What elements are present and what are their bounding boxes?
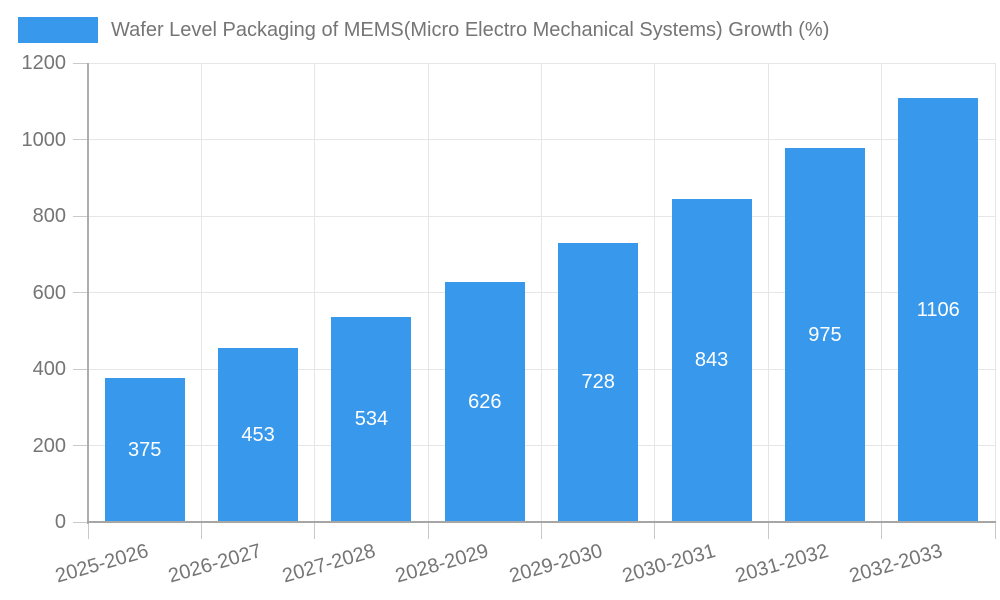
bar-value-label: 453 bbox=[241, 423, 275, 446]
x-axis-tick bbox=[881, 522, 883, 539]
x-tick-label: 2026-2027 bbox=[166, 539, 265, 588]
y-axis-tick bbox=[73, 139, 88, 140]
x-tick-label: 2032-2033 bbox=[846, 539, 945, 588]
gridline-vertical bbox=[200, 63, 202, 521]
x-tick-label: 2029-2030 bbox=[506, 539, 605, 588]
y-axis-tick bbox=[73, 62, 88, 64]
bar[interactable] bbox=[558, 243, 639, 521]
bar[interactable] bbox=[331, 317, 412, 521]
x-axis-tick bbox=[994, 522, 996, 539]
y-tick-label: 200 bbox=[32, 434, 66, 457]
x-axis-tick bbox=[200, 522, 202, 539]
x-axis-tick bbox=[654, 522, 656, 539]
x-tick-label: 2025-2026 bbox=[53, 539, 152, 588]
x-axis-tick bbox=[541, 522, 542, 539]
y-tick-label: 400 bbox=[32, 358, 66, 380]
gridline-vertical bbox=[314, 63, 316, 521]
y-axis-tick bbox=[73, 215, 88, 217]
gridline-vertical bbox=[541, 63, 542, 521]
y-tick-label: 600 bbox=[32, 281, 66, 304]
x-tick-label: 2030-2031 bbox=[619, 539, 718, 588]
legend-label: Wafer Level Packaging of MEMS(Micro Elec… bbox=[111, 18, 830, 41]
y-tick-label: 1200 bbox=[21, 52, 67, 74]
y-tick-label: 0 bbox=[54, 511, 66, 533]
x-tick-label: 2031-2032 bbox=[733, 539, 832, 588]
bar[interactable] bbox=[444, 282, 525, 521]
y-axis-tick bbox=[73, 292, 88, 293]
bar[interactable] bbox=[104, 378, 185, 521]
y-tick-label: 1000 bbox=[21, 128, 67, 151]
bar-value-label: 1106 bbox=[916, 298, 960, 321]
bar[interactable] bbox=[218, 348, 299, 521]
x-axis-tick bbox=[314, 522, 316, 539]
x-axis-tick bbox=[427, 522, 429, 539]
bar[interactable] bbox=[671, 199, 752, 521]
bar-value-label: 534 bbox=[354, 408, 389, 430]
x-tick-label: 2028-2029 bbox=[393, 539, 492, 588]
bar-value-label: 843 bbox=[694, 349, 729, 371]
x-axis-tick bbox=[87, 522, 89, 539]
x-tick-label: 2027-2028 bbox=[279, 539, 378, 588]
legend-swatch bbox=[18, 17, 98, 43]
gridline-vertical bbox=[427, 63, 429, 521]
bar-value-label: 375 bbox=[128, 438, 162, 461]
y-axis-tick bbox=[73, 368, 88, 370]
bar-value-label: 728 bbox=[581, 371, 615, 393]
legend-item[interactable]: Wafer Level Packaging of MEMS(Micro Elec… bbox=[18, 17, 829, 43]
y-tick-label: 800 bbox=[32, 205, 66, 227]
x-axis-tick bbox=[767, 522, 769, 539]
gridline-vertical bbox=[994, 63, 996, 521]
bar-value-label: 626 bbox=[468, 390, 502, 413]
y-axis-tick bbox=[73, 445, 88, 446]
x-axis-line bbox=[87, 521, 996, 523]
y-axis-tick bbox=[73, 521, 88, 523]
gridline-vertical bbox=[881, 63, 883, 521]
gridline-vertical bbox=[654, 63, 656, 521]
bar[interactable] bbox=[898, 98, 979, 521]
bar-value-label: 975 bbox=[808, 323, 842, 346]
bar[interactable] bbox=[784, 148, 865, 521]
y-axis-line bbox=[87, 63, 89, 524]
gridline-vertical bbox=[767, 63, 769, 521]
